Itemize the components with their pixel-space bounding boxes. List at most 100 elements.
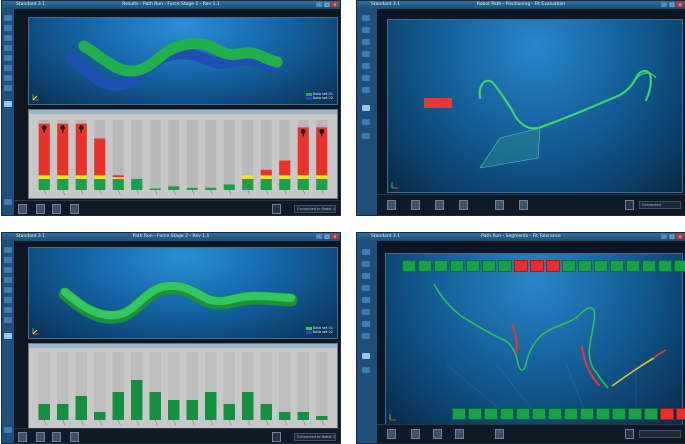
segment-status-ok[interactable] [578,260,592,272]
sidebar-tool-button[interactable] [4,247,12,253]
3d-viewport[interactable] [385,253,685,425]
toolbar-button[interactable] [36,204,45,214]
segment-status-ok[interactable] [434,260,448,272]
toolbar-button[interactable] [625,200,634,210]
sidebar-tool-button[interactable] [362,75,370,81]
minimize-button[interactable]: – [316,234,322,239]
segment-status-ok[interactable] [548,408,562,420]
segment-status-ok[interactable] [562,260,576,272]
segment-status-ok[interactable] [610,260,624,272]
segment-status-ok[interactable] [452,408,466,420]
sidebar-tool-button[interactable] [4,199,12,205]
segment-status-ok[interactable] [500,408,514,420]
maximize-button[interactable]: □ [669,2,675,7]
sidebar-tool-button[interactable] [4,65,12,71]
segment-status-ok[interactable] [532,408,546,420]
toolbar-button[interactable] [387,429,396,439]
toolbar-button[interactable] [18,204,27,214]
sidebar-tool-button[interactable] [4,267,12,273]
segment-status-ok[interactable] [674,260,685,272]
sidebar-tool-button[interactable] [362,285,370,291]
sidebar-tool-button-active[interactable] [4,101,12,107]
segment-status-error[interactable] [530,260,544,272]
toolbar-button[interactable] [625,429,634,439]
sidebar-tool-button[interactable] [362,51,370,57]
toolbar-button[interactable] [272,432,281,442]
segment-status-ok[interactable] [402,260,416,272]
sidebar-tool-button[interactable] [4,257,12,263]
sidebar-tool-button[interactable] [362,27,370,33]
segment-status-error[interactable] [546,260,560,272]
minimize-button[interactable]: – [316,2,322,7]
segment-status-ok[interactable] [450,260,464,272]
sidebar-tool-button[interactable] [362,333,370,339]
sidebar-tool-button[interactable] [362,119,370,125]
sidebar-tool-button[interactable] [362,133,370,139]
toolbar-button[interactable] [70,204,79,214]
toolbar-button[interactable] [387,200,396,210]
segment-status-ok[interactable] [644,408,658,420]
sidebar-tool-button[interactable] [362,15,370,21]
sidebar-tool-button[interactable] [4,15,12,21]
close-button[interactable]: × [677,234,683,239]
sidebar-tool-button[interactable] [362,321,370,327]
sidebar-tool-button[interactable] [362,367,370,373]
sidebar-tool-button[interactable] [362,309,370,315]
3d-viewport[interactable]: Data set 01 Data set 02 [28,247,338,339]
segment-status-ok[interactable] [594,260,608,272]
sidebar-tool-button[interactable] [4,307,12,313]
toolbar-button[interactable] [411,200,420,210]
close-button[interactable]: × [677,2,683,7]
toolbar-button[interactable] [495,200,504,210]
toolbar-button[interactable] [519,200,528,210]
segment-status-ok[interactable] [642,260,656,272]
toolbar-button[interactable] [52,204,61,214]
segment-status-ok[interactable] [482,260,496,272]
maximize-button[interactable]: □ [669,234,675,239]
close-button[interactable]: × [332,234,338,239]
sidebar-tool-button[interactable] [4,55,12,61]
toolbar-button[interactable] [18,432,27,442]
toolbar-button[interactable] [455,429,464,439]
sidebar-tool-button[interactable] [4,35,12,41]
segment-status-ok[interactable] [628,408,642,420]
sidebar-tool-button[interactable] [362,249,370,255]
segment-status-ok[interactable] [418,260,432,272]
toolbar-button[interactable] [495,429,504,439]
sidebar-tool-button[interactable] [4,25,12,31]
sidebar-tool-button[interactable] [4,45,12,51]
3d-viewport[interactable] [387,19,683,193]
sidebar-tool-button[interactable] [4,75,12,81]
segment-status-ok[interactable] [466,260,480,272]
toolbar-button[interactable] [433,429,442,439]
sidebar-tool-button[interactable] [362,87,370,93]
maximize-button[interactable]: □ [324,234,330,239]
segment-status-ok[interactable] [596,408,610,420]
3d-viewport[interactable]: Data set 01 Data set 02 [28,17,338,105]
toolbar-button[interactable] [435,200,444,210]
sidebar-tool-button-active[interactable] [4,333,12,339]
close-button[interactable]: × [332,2,338,7]
sidebar-tool-button-active[interactable] [362,353,370,359]
segment-status-ok[interactable] [498,260,512,272]
sidebar-tool-button[interactable] [4,277,12,283]
toolbar-button[interactable] [36,432,45,442]
sidebar-tool-button[interactable] [362,63,370,69]
sidebar-tool-button-active[interactable] [362,105,370,111]
sidebar-tool-button[interactable] [4,427,12,433]
segment-status-error[interactable] [514,260,528,272]
sidebar-tool-button[interactable] [362,39,370,45]
segment-status-error[interactable] [676,408,685,420]
sidebar-tool-button[interactable] [4,317,12,323]
segment-status-error[interactable] [660,408,674,420]
minimize-button[interactable]: – [661,2,667,7]
segment-status-ok[interactable] [484,408,498,420]
sidebar-tool-button[interactable] [362,261,370,267]
segment-status-ok[interactable] [516,408,530,420]
toolbar-button[interactable] [459,200,468,210]
toolbar-button[interactable] [70,432,79,442]
segment-status-ok[interactable] [658,260,672,272]
toolbar-button[interactable] [52,432,61,442]
toolbar-button[interactable] [272,204,281,214]
segment-status-ok[interactable] [564,408,578,420]
